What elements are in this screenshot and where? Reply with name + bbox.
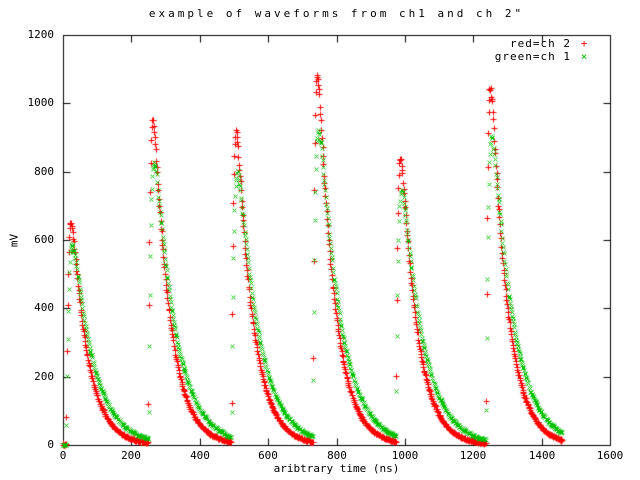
x-tick-label: 0 bbox=[59, 449, 67, 462]
y-tick-label: 1000 bbox=[27, 96, 55, 109]
x-tick-label: 600 bbox=[258, 449, 278, 462]
y-tick-label: 1200 bbox=[27, 28, 55, 41]
x-tick-label: 1200 bbox=[459, 449, 487, 462]
legend-entry-ch1: green=ch 1 × bbox=[495, 50, 597, 63]
x-tick-label: 800 bbox=[327, 449, 347, 462]
x-tick-label: 1000 bbox=[391, 449, 419, 462]
legend: red=ch 2 + green=ch 1 × bbox=[495, 37, 597, 63]
x-tick-label: 1600 bbox=[596, 449, 624, 462]
y-tick-label: 600 bbox=[34, 233, 54, 246]
y-tick-label: 400 bbox=[34, 301, 54, 314]
legend-entry-ch2: red=ch 2 + bbox=[495, 37, 597, 50]
legend-label-ch1: green=ch 1 bbox=[494, 50, 571, 63]
x-axis-label: aribtrary time (ns) bbox=[273, 462, 400, 475]
y-tick-label: 800 bbox=[34, 165, 54, 178]
y-tick-label: 0 bbox=[47, 438, 54, 451]
x-tick-label: 400 bbox=[190, 449, 210, 462]
x-tick-label: 1400 bbox=[528, 449, 556, 462]
legend-label-ch2: red=ch 2 bbox=[510, 37, 571, 50]
x-tick-label: 200 bbox=[121, 449, 141, 462]
chart-title: example of waveforms from ch1 and ch 2" bbox=[148, 7, 525, 20]
plus-marker-icon: + bbox=[580, 37, 588, 50]
cross-marker-icon: × bbox=[580, 50, 588, 63]
y-tick-label: 200 bbox=[34, 370, 54, 383]
